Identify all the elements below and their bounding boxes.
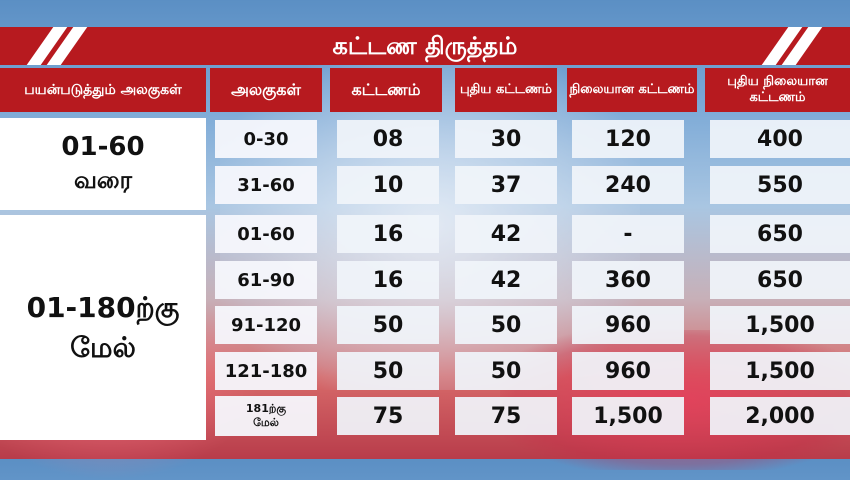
table-cell-range: 01-60 [215, 215, 317, 253]
table-cell-new-tariff: 37 [455, 166, 557, 204]
table-cell-new-tariff: 42 [455, 261, 557, 299]
table-cell-fixed: 360 [572, 261, 684, 299]
table-cell-new-tariff: 50 [455, 306, 557, 344]
table-cell-new-fixed: 2,000 [710, 397, 850, 435]
table-cell-new-fixed: 400 [710, 120, 850, 158]
table-cell-new-tariff: 30 [455, 120, 557, 158]
table-cell-new-fixed: 650 [710, 215, 850, 253]
table-cell-fixed: 960 [572, 306, 684, 344]
table-cell-tariff: 50 [337, 306, 439, 344]
table-cell-new-tariff: 50 [455, 352, 557, 390]
header-new-tariff: புதிய கட்டணம் [455, 68, 557, 112]
table-cell-fixed: 1,500 [572, 397, 684, 435]
header-units: அலகுகள் [210, 68, 322, 112]
table-cell-range: 31-60 [215, 166, 317, 204]
table-cell-fixed: 240 [572, 166, 684, 204]
table-cell-new-fixed: 550 [710, 166, 850, 204]
group-label: வரை [73, 166, 133, 194]
range-line: 181ற்கு [245, 402, 287, 415]
group-above-180: 01-180ற்கு மேல் [0, 215, 206, 440]
table-cell-new-fixed: 650 [710, 261, 850, 299]
range-line: மேல் [253, 416, 279, 429]
table-cell-tariff: 16 [337, 261, 439, 299]
table-cell-range: 0-30 [215, 120, 317, 158]
header-usage-units: பயன்படுத்தும் அலகுகள் [0, 68, 206, 112]
table-cell-tariff: 50 [337, 352, 439, 390]
group-01-60: 01-60 வரை [0, 118, 206, 210]
table-cell-new-fixed: 1,500 [710, 352, 850, 390]
table-cell-range: 121-180 [215, 352, 317, 390]
page-title: கட்டண திருத்தம் [332, 32, 518, 60]
table-cell-fixed: 120 [572, 120, 684, 158]
table-cell-fixed: 960 [572, 352, 684, 390]
header-tariff: கட்டணம் [330, 68, 442, 112]
table-cell-range: 91-120 [215, 306, 317, 344]
header-fixed-charge: நிலையான கட்டணம் [567, 68, 697, 112]
table-cell-new-tariff: 42 [455, 215, 557, 253]
table-cell-new-fixed: 1,500 [710, 306, 850, 344]
table-cell-tariff: 10 [337, 166, 439, 204]
table-cell-fixed: - [572, 215, 684, 253]
group-label: மேல் [70, 330, 136, 364]
title-banner [0, 27, 850, 65]
table-cell-tariff: 08 [337, 120, 439, 158]
table-cell-tariff: 16 [337, 215, 439, 253]
header-new-fixed-charge: புதிய நிலையான கட்டணம் [705, 68, 850, 112]
table-cell-range: 61-90 [215, 261, 317, 299]
group-label: 01-60 [61, 132, 145, 162]
table-cell-range: 181ற்கு மேல் [215, 396, 317, 436]
table-cell-new-tariff: 75 [455, 397, 557, 435]
group-label: 01-180ற்கு [26, 290, 180, 324]
table-cell-tariff: 75 [337, 397, 439, 435]
